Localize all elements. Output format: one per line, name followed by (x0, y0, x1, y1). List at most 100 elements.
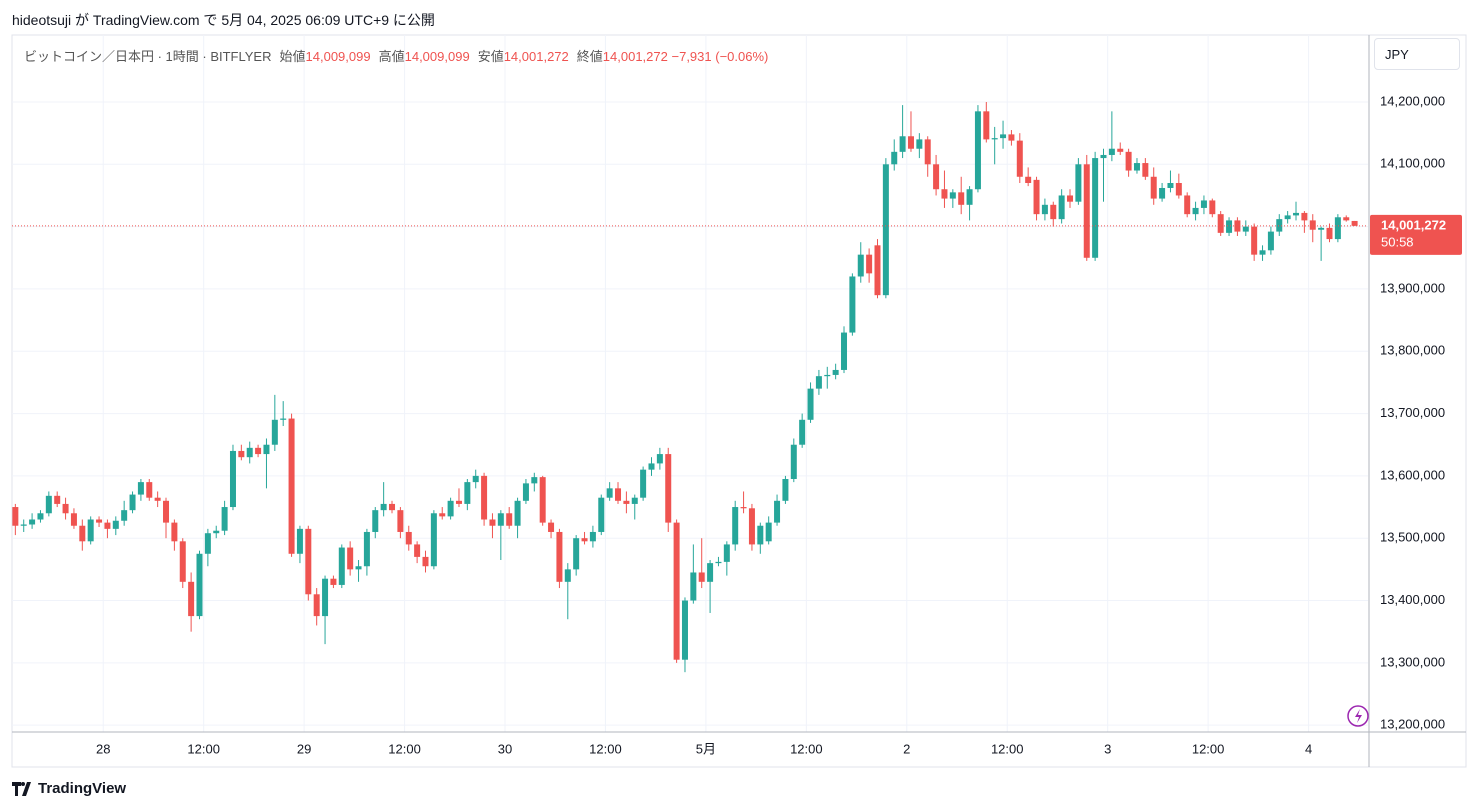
last-price-box (1370, 214, 1462, 255)
candle-body (974, 111, 981, 190)
candle-body (363, 531, 370, 567)
candle-body (732, 507, 739, 545)
candle-body (196, 553, 203, 617)
candle-body (271, 419, 278, 445)
candle-body (1226, 220, 1233, 233)
last-price-label: 14,001,272 (1381, 217, 1446, 232)
candle-body (1150, 176, 1157, 199)
ohlc-value: 14,009,099 (404, 49, 470, 64)
candle-body (774, 500, 781, 523)
candle-body (1242, 226, 1249, 232)
candle-body (924, 139, 931, 165)
candle-body (1175, 182, 1182, 196)
candle-body (1033, 179, 1040, 215)
candle-body (280, 418, 287, 420)
candle-body (455, 500, 462, 504)
candle-body (1058, 195, 1065, 220)
candle-body (1276, 219, 1283, 232)
candle-body (1117, 148, 1124, 152)
candle-body (556, 531, 563, 582)
candle-body (104, 522, 111, 529)
candle-body (246, 447, 253, 458)
candle-body (422, 556, 429, 567)
candle-body (707, 563, 714, 582)
candle-body (573, 538, 580, 570)
candle-body (1284, 215, 1291, 220)
candle-body (171, 522, 178, 542)
candle-body (1267, 231, 1274, 251)
candle-body (882, 164, 889, 296)
alert-icon (1355, 709, 1362, 723)
candle-body (983, 111, 990, 140)
candle-body (1016, 140, 1023, 177)
candle-body (296, 528, 303, 554)
ohlc-value: 14,001,272 (602, 49, 668, 64)
candle-body (54, 495, 61, 504)
candle-body (673, 522, 680, 660)
change: −7,931 (−0.06%) (671, 49, 769, 64)
candle-body (1167, 182, 1174, 188)
ohlc-value: 14,009,099 (305, 49, 371, 64)
candle-body (539, 477, 546, 523)
candle-body (372, 510, 379, 532)
candle-body (648, 463, 655, 470)
candle-body (1000, 134, 1007, 139)
candle-body (740, 507, 747, 509)
symbol-legend: ビットコイン／日本円 · 1時間 · BITFLYER 始値14,009,099 高… (24, 46, 768, 65)
candle-body (1293, 212, 1300, 216)
candle-body (941, 189, 948, 199)
candle-body (799, 419, 806, 445)
candle-body (564, 569, 571, 582)
x-tick-label: 3 (1104, 741, 1111, 756)
candle-body (204, 533, 211, 554)
candle-body (389, 503, 396, 511)
candle-body (430, 513, 437, 567)
candle-body (1100, 154, 1107, 159)
currency-button[interactable]: JPY (1374, 38, 1460, 70)
x-tick-label: 2 (903, 741, 910, 756)
candle-body (656, 454, 663, 464)
candle-body (20, 524, 27, 526)
candle-body (506, 513, 513, 526)
candle-body (698, 572, 705, 582)
x-tick-label: 4 (1305, 741, 1312, 756)
candle-body (96, 519, 103, 523)
candle-body (548, 522, 555, 532)
candle-body (221, 507, 228, 531)
candle-body (1041, 204, 1048, 215)
candle-body (1318, 227, 1325, 230)
candle-body (112, 520, 119, 529)
candle-body (313, 594, 320, 617)
candle-body (874, 245, 881, 296)
candle-body (899, 136, 906, 152)
candle-body (447, 500, 454, 517)
y-tick-label: 13,300,000 (1380, 654, 1445, 669)
candle-body (1351, 220, 1358, 226)
candle-body (531, 477, 538, 484)
candle-body (1125, 151, 1132, 171)
logo-icon (12, 781, 31, 796)
x-tick-label: 12:00 (589, 741, 622, 756)
candle-body (137, 482, 144, 495)
candle-body (581, 538, 588, 542)
candle-body (832, 369, 839, 375)
candle-body (615, 488, 622, 501)
y-tick-label: 13,900,000 (1380, 280, 1445, 295)
candle-body (1083, 164, 1090, 258)
candle-body (991, 138, 998, 140)
x-tick-label: 29 (297, 741, 311, 756)
candle-body (966, 189, 973, 205)
y-tick-label: 14,100,000 (1380, 156, 1445, 171)
candle-body (1259, 250, 1266, 255)
candle-body (891, 151, 898, 165)
candle-body (841, 332, 848, 370)
candle-body (347, 547, 354, 570)
candle-body (665, 454, 672, 523)
x-tick-label: 30 (498, 741, 512, 756)
countdown: 50:58 (1381, 234, 1414, 249)
candle-body (1343, 217, 1350, 221)
candle-body (690, 572, 697, 601)
candle-body (681, 600, 688, 660)
candle-body (263, 444, 270, 455)
